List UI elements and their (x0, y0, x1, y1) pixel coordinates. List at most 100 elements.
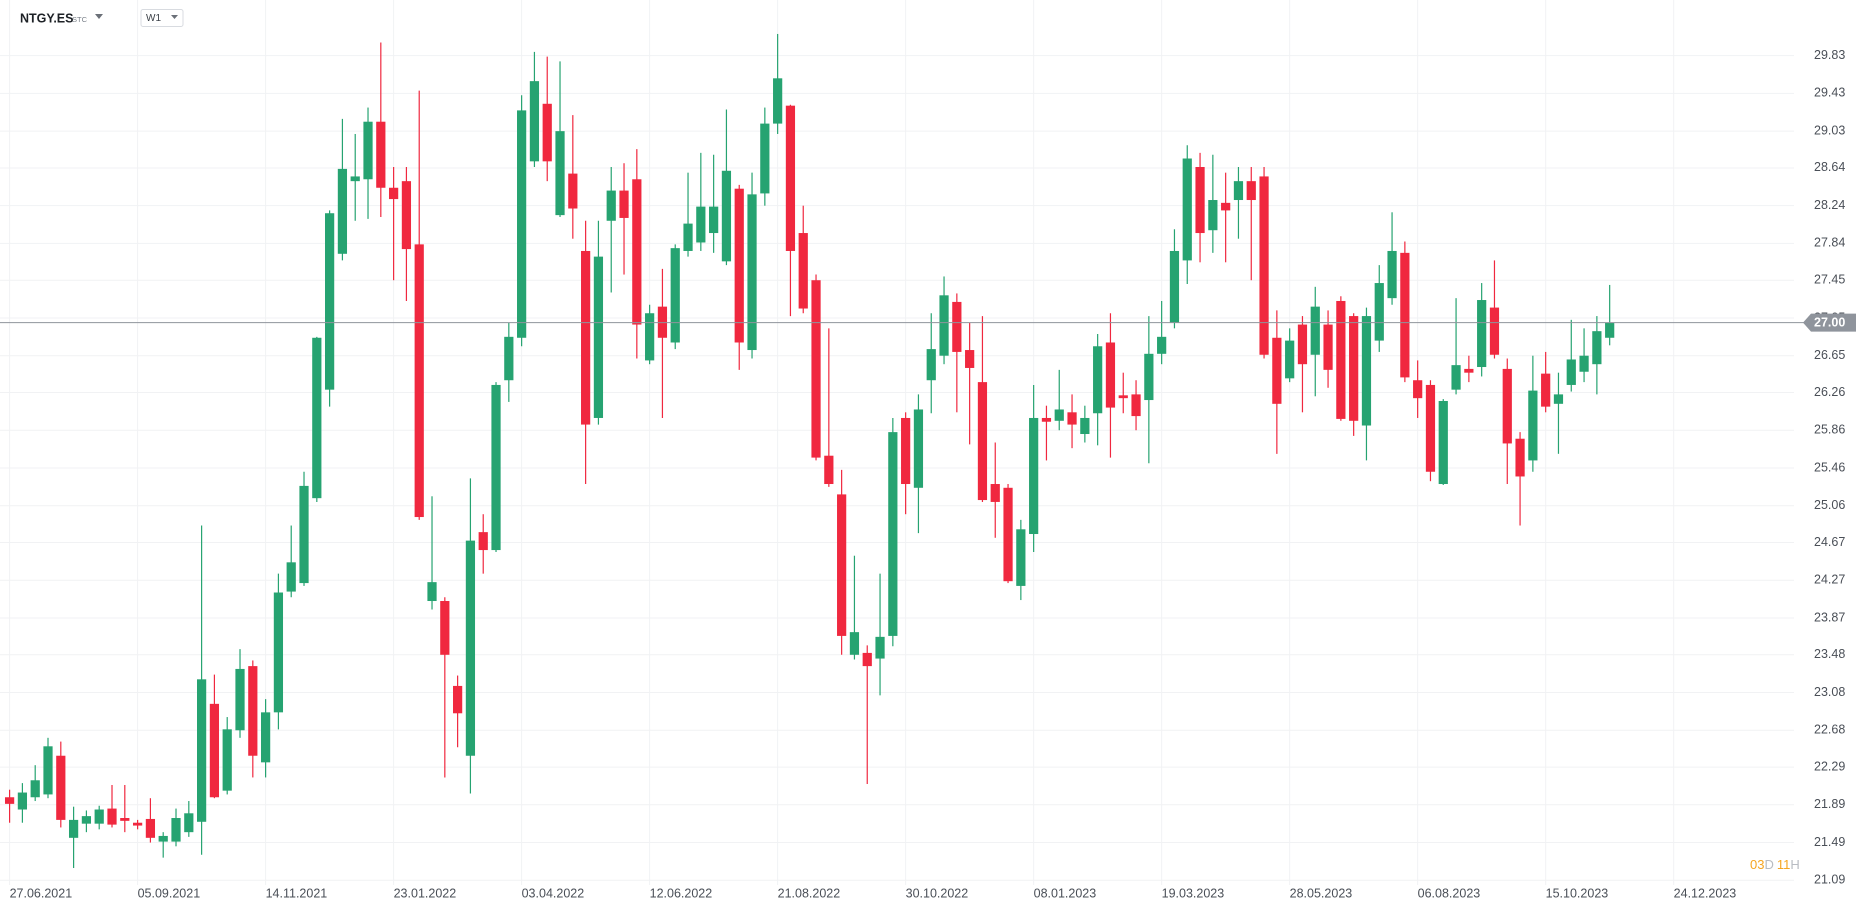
candle-body (696, 206, 706, 243)
candle-body (273, 592, 284, 713)
candle-body (1182, 158, 1192, 261)
y-tick-label: 24.27 (1814, 573, 1845, 587)
x-tick-label: 23.01.2022 (394, 886, 457, 900)
candle-body (1515, 438, 1525, 477)
candle-body (1259, 176, 1269, 355)
y-tick-label: 21.89 (1814, 797, 1845, 811)
candle-body (414, 244, 424, 518)
y-tick-label: 23.08 (1814, 685, 1845, 699)
candle-body (1464, 368, 1474, 373)
candle-body (1553, 394, 1564, 404)
candle-body (158, 835, 168, 842)
candle-body (977, 382, 988, 501)
x-tick-label: 15.10.2023 (1546, 886, 1609, 900)
candle-body (824, 455, 834, 485)
candle-body (286, 562, 296, 592)
candle-body (645, 313, 655, 361)
axes: 29.8329.4329.0328.6428.2427.8427.4527.05… (0, 48, 1856, 900)
candle-body (43, 746, 53, 795)
candle-body (68, 819, 79, 838)
candle-body (1477, 300, 1487, 368)
candle-body (606, 190, 616, 221)
candle-body (1579, 355, 1589, 372)
candle-body (427, 582, 437, 602)
candle-body (132, 822, 143, 826)
timeframe-dropdown[interactable] (171, 15, 178, 19)
toolbar: NTGY.ES STC W1 (20, 9, 184, 27)
x-tick-label: 27.06.2021 (10, 886, 73, 900)
candles (4, 33, 1615, 869)
y-tick-label: 23.48 (1814, 647, 1845, 661)
candle-body (222, 729, 232, 791)
candle-body (1093, 346, 1103, 414)
x-tick-label: 08.01.2023 (1034, 886, 1097, 900)
candle-body (785, 105, 796, 251)
candle-body (1016, 529, 1026, 586)
candle-body (1029, 417, 1039, 535)
candle-body (4, 797, 15, 804)
candle-body (555, 131, 565, 216)
candle-body (1605, 322, 1615, 338)
countdown-days: 03 (1750, 857, 1764, 872)
candle-body (1041, 417, 1052, 422)
candle-body (171, 818, 181, 842)
x-tick-label: 03.04.2022 (522, 886, 585, 900)
timeframe: W1 (146, 13, 161, 24)
candle-body (593, 256, 604, 418)
candle-body (1387, 250, 1397, 299)
candle-body (760, 123, 770, 194)
candle-body (1003, 487, 1013, 582)
candle-body (849, 632, 860, 655)
candle-body (1451, 365, 1461, 390)
candle-body (1221, 202, 1231, 211)
candle-body (517, 110, 527, 338)
candle-body (542, 103, 552, 162)
candle-body (1374, 283, 1384, 341)
x-tick-label: 30.10.2022 (906, 886, 969, 900)
candle-body (337, 168, 348, 254)
candle-body (632, 179, 642, 325)
candle-body (1438, 400, 1448, 485)
candle-body (875, 636, 885, 659)
candle-body (1144, 353, 1154, 401)
candle-body (1336, 300, 1346, 419)
candle-body (325, 213, 335, 390)
candle-body (209, 703, 220, 798)
countdown: 03D 11H (1750, 857, 1800, 872)
x-tick-label: 05.09.2021 (138, 886, 201, 900)
candle-body (1105, 342, 1116, 408)
y-tick-label: 27.84 (1814, 236, 1845, 250)
candle-body (529, 81, 540, 162)
symbol-dropdown[interactable] (95, 14, 103, 19)
candle-body (1118, 395, 1128, 399)
candle-body (798, 233, 808, 309)
x-tick-label: 14.11.2021 (266, 886, 328, 900)
y-tick-label: 25.86 (1814, 423, 1845, 437)
symbol-suffix: STC (72, 15, 88, 24)
timeframe-box[interactable] (140, 9, 184, 27)
candle-body (440, 601, 450, 655)
countdown-hours: 11 (1777, 857, 1791, 872)
y-tick-label: 25.46 (1814, 460, 1845, 474)
y-tick-label: 26.26 (1814, 385, 1845, 399)
candle-body (926, 349, 936, 381)
countdown-hours-unit: H (1790, 857, 1799, 872)
candle-body (1592, 331, 1602, 365)
candle-body (1323, 324, 1333, 370)
symbol[interactable]: NTGY.ES (20, 11, 74, 25)
candle-body (389, 187, 399, 200)
y-tick-label: 29.03 (1814, 123, 1845, 137)
candle-body (773, 78, 783, 124)
candle-body (81, 816, 92, 824)
candle-body (965, 350, 975, 368)
candle-body (376, 121, 386, 188)
candle-body (1080, 417, 1090, 435)
y-tick-label: 28.64 (1814, 160, 1845, 174)
candle-body (1349, 316, 1359, 421)
candle-body (862, 652, 872, 667)
x-tick-label: 12.06.2022 (650, 886, 713, 900)
countdown-days-unit: D (1764, 857, 1773, 872)
candle-body (363, 121, 373, 180)
candle-body (747, 194, 757, 351)
